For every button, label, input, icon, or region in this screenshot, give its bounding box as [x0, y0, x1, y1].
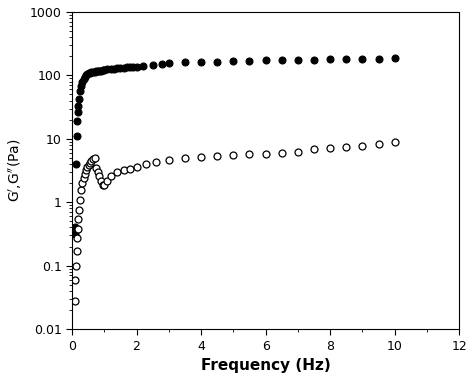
X-axis label: Frequency (Hz): Frequency (Hz)	[201, 358, 330, 373]
Y-axis label: G$'$,G$''$(Pa): G$'$,G$''$(Pa)	[7, 139, 24, 202]
